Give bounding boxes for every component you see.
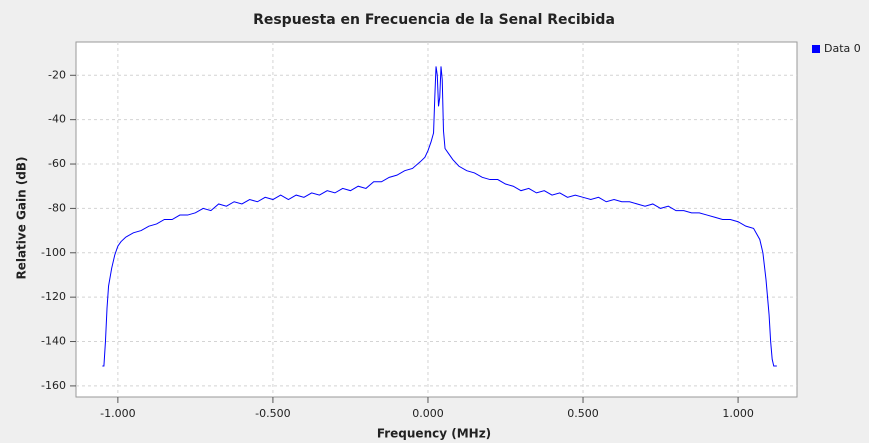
chart-title: Respuesta en Frecuencia de la Senal Reci…: [253, 12, 615, 28]
x-axis-label: Frequency (MHz): [377, 427, 491, 441]
x-tick-label: -1.000: [100, 407, 135, 420]
x-tick-label: 0.500: [567, 407, 599, 420]
legend-swatch: [812, 45, 820, 53]
y-tick-label: -160: [41, 379, 66, 392]
x-tick-label: -0.500: [255, 407, 290, 420]
y-axis-label: Relative Gain (dB): [15, 156, 29, 279]
x-tick-label: 1.000: [722, 407, 754, 420]
x-tick-label: 0.000: [412, 407, 444, 420]
y-tick-label: -60: [48, 157, 66, 170]
y-tick-label: -20: [48, 68, 66, 81]
y-tick-label: -120: [41, 290, 66, 303]
y-tick-label: -100: [41, 246, 66, 259]
y-tick-label: -140: [41, 335, 66, 348]
plot-area: [75, 41, 798, 398]
legend-label: Data 0: [824, 42, 861, 55]
y-tick-label: -40: [48, 113, 66, 126]
y-tick-label: -80: [48, 201, 66, 214]
line-series: [102, 66, 777, 367]
